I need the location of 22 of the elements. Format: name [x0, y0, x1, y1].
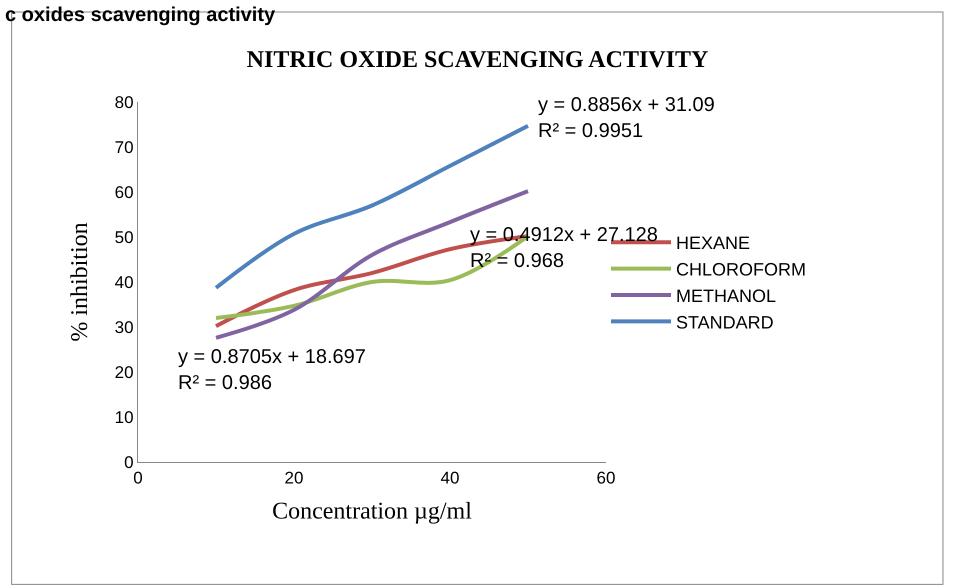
y-tick-label: 0: [124, 452, 134, 472]
legend-label: METHANOL: [676, 286, 776, 306]
x-tick-label: 20: [284, 468, 304, 488]
y-tick-label: 50: [114, 228, 134, 247]
annotation: y = 0.8705x + 18.697 R² = 0.986: [178, 346, 366, 394]
legend-label: STANDARD: [676, 312, 774, 332]
legend-label: HEXANE: [676, 233, 750, 254]
x-tick-label: 60: [596, 468, 616, 488]
y-tick-label: 60: [114, 182, 134, 202]
annotation: y = 0.8856x + 31.09 R² = 0.9951: [538, 94, 715, 142]
y-tick-label: 40: [114, 272, 134, 292]
y-tick-label: 10: [114, 408, 134, 427]
y-tick-label: 20: [114, 362, 134, 382]
text: c oxides scavenging activity: [5, 4, 276, 26]
y-tick-label: 70: [114, 138, 134, 157]
legend-label: CHLOROFORM: [676, 260, 806, 280]
chart-title: NITRIC OXIDE SCAVENGING ACTIVITY: [246, 46, 708, 73]
y-axis-title: % inhibition: [66, 222, 93, 342]
y-tick-label: 80: [114, 92, 134, 112]
y-tick-label: 30: [114, 318, 134, 337]
x-axis-title: Concentration µg/ml: [272, 498, 472, 525]
x-tick-label: 40: [440, 468, 460, 488]
